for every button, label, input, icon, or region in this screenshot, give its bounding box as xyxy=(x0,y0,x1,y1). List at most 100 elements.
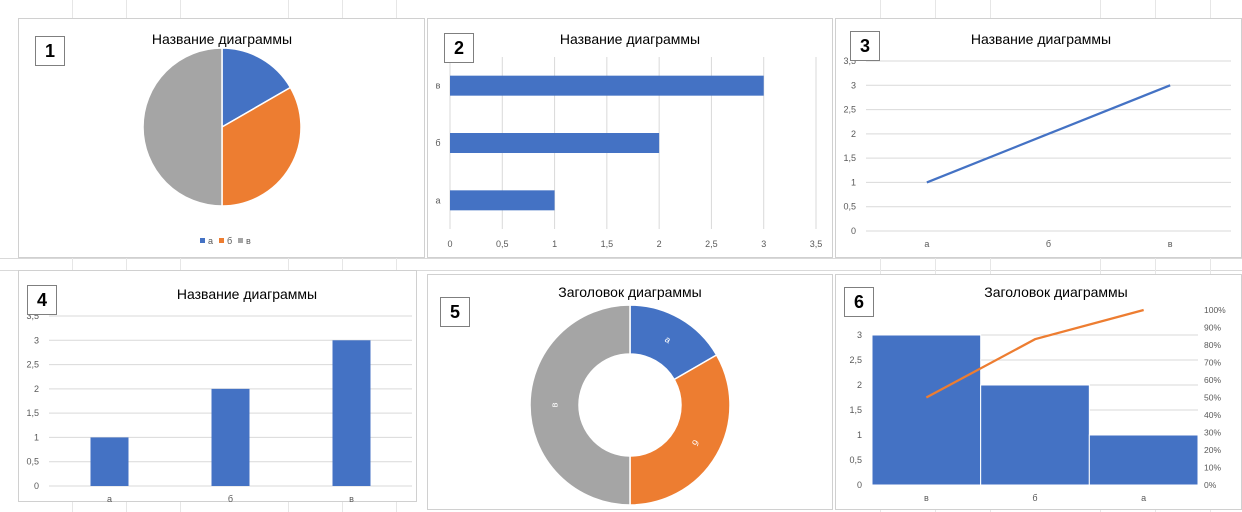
chart-title: Название диаграммы xyxy=(971,31,1111,47)
chart-title: Название диаграммы xyxy=(177,286,317,302)
y2-tick-label: 90% xyxy=(1204,323,1221,333)
chart-6-svg: Заголовок диаграммы 0 0,5 1 1,5 2 2,5 3 0% 10% 2… xyxy=(849,284,1226,503)
doughnut-slice-б xyxy=(629,353,731,506)
legend-swatch xyxy=(200,238,205,243)
y-tick-label: 3 xyxy=(857,330,862,340)
y-tick-label: 2 xyxy=(851,129,856,139)
x-tick-label: 0 xyxy=(447,239,452,249)
series-line xyxy=(926,84,1171,184)
x-tick-label: 2,5 xyxy=(705,239,718,249)
y-tick-label: 3 xyxy=(34,335,39,345)
y-tick-label: 0,5 xyxy=(849,455,862,465)
x-tick-label: 1 xyxy=(552,239,557,249)
chart-panel-1[interactable]: Название диаграммы а б в 1 xyxy=(18,18,425,258)
doughnut-slice-в xyxy=(529,304,631,506)
chart-title: Заголовок диаграммы xyxy=(984,284,1127,300)
chart-title: Заголовок диаграммы xyxy=(558,284,701,300)
y-tick-label: а xyxy=(435,195,440,205)
y2-tick-label: 10% xyxy=(1204,463,1221,473)
sheet-gridline xyxy=(0,270,1242,271)
x-tick-label: 2 xyxy=(657,239,662,249)
bar-б xyxy=(980,384,1090,486)
chart-2-svg: Название диаграммы 0 0,5 1 1,5 2 2,5 3 3,5 а б в xyxy=(435,31,823,249)
y-tick-label: 2,5 xyxy=(849,355,862,365)
y2-tick-label: 80% xyxy=(1204,340,1221,350)
chart-number-badge: 4 xyxy=(27,285,57,315)
bar-б xyxy=(450,133,660,153)
data-label: в xyxy=(550,402,560,407)
y2-tick-label: 20% xyxy=(1204,445,1221,455)
legend-swatch xyxy=(238,238,243,243)
y2-tick-label: 100% xyxy=(1204,305,1226,315)
y2-tick-label: 0% xyxy=(1204,480,1217,490)
y-tick-label: 0,5 xyxy=(843,202,856,212)
x-tick-label: б xyxy=(228,494,233,503)
y-tick-label: 1,5 xyxy=(26,408,39,418)
y-tick-label: 1,5 xyxy=(849,405,862,415)
y-tick-label: 2 xyxy=(34,384,39,394)
y-tick-label: 2,5 xyxy=(26,360,39,370)
bar-а xyxy=(90,437,129,486)
data-label: б xyxy=(690,438,701,447)
y2-tick-label: 60% xyxy=(1204,375,1221,385)
chart-4-svg: Название диаграммы 0 0,5 1 1,5 2 2,5 3 3,5 а б в xyxy=(26,286,412,503)
pie-slice-в xyxy=(142,47,223,207)
y2-tick-label: 40% xyxy=(1204,410,1221,420)
cumulative-line xyxy=(925,308,1144,399)
chart-number-badge: 3 xyxy=(850,31,880,61)
y-tick-label: 2 xyxy=(857,380,862,390)
y-tick-label: 0 xyxy=(857,480,862,490)
bar-в xyxy=(332,340,371,486)
y-tick-label: 0 xyxy=(851,226,856,236)
x-tick-label: а xyxy=(1141,493,1146,503)
y-tick-label: 3,5 xyxy=(843,56,856,66)
sheet-gridline xyxy=(0,258,1242,259)
pie-slice-б xyxy=(221,86,302,207)
legend-swatch xyxy=(219,238,224,243)
x-tick-label: 0,5 xyxy=(496,239,509,249)
y-tick-label: б xyxy=(435,138,440,148)
y-tick-label: в xyxy=(436,81,441,91)
x-tick-label: а xyxy=(924,239,929,249)
y-tick-label: 0,5 xyxy=(26,457,39,467)
y-tick-label: 1 xyxy=(851,177,856,187)
legend-label: б xyxy=(227,236,232,246)
y-tick-label: 1 xyxy=(34,432,39,442)
x-tick-label: 3 xyxy=(761,239,766,249)
legend-label: а xyxy=(208,236,213,246)
chart-title: Название диаграммы xyxy=(152,31,292,47)
y-tick-label: 1,5 xyxy=(843,153,856,163)
chart-panel-5[interactable]: Заголовок диаграммы а б в 5 xyxy=(427,274,833,510)
bar-в xyxy=(871,334,982,486)
data-label: а xyxy=(663,334,672,345)
legend-label: в xyxy=(246,236,251,246)
x-tick-label: 3,5 xyxy=(810,239,823,249)
chart-5-svg: Заголовок диаграммы а б в xyxy=(529,284,731,506)
x-tick-label: б xyxy=(1032,493,1037,503)
x-tick-label: в xyxy=(1168,239,1173,249)
y-tick-label: 1 xyxy=(857,430,862,440)
chart-title: Название диаграммы xyxy=(560,31,700,47)
chart-number-badge: 5 xyxy=(440,297,470,327)
x-tick-label: а xyxy=(107,494,112,503)
x-tick-label: б xyxy=(1046,239,1051,249)
chart-number-badge: 1 xyxy=(35,36,65,66)
chart-1-svg: Название диаграммы а б в xyxy=(142,31,302,246)
y-tick-label: 2,5 xyxy=(843,105,856,115)
y2-tick-label: 50% xyxy=(1204,393,1221,403)
chart-number-badge: 2 xyxy=(444,33,474,63)
x-tick-label: в xyxy=(349,494,354,503)
y2-tick-label: 30% xyxy=(1204,428,1221,438)
bar-в xyxy=(450,75,764,96)
chart-panel-6[interactable]: Заголовок диаграммы 0 0,5 1 1,5 2 2,5 3 0% 10% 2… xyxy=(835,274,1242,510)
bar-а xyxy=(450,190,555,211)
y-tick-label: 3 xyxy=(851,80,856,90)
y-tick-label: 0 xyxy=(34,481,39,491)
y2-tick-label: 70% xyxy=(1204,358,1221,368)
x-tick-label: в xyxy=(924,493,929,503)
pie-slice-а xyxy=(221,47,292,129)
